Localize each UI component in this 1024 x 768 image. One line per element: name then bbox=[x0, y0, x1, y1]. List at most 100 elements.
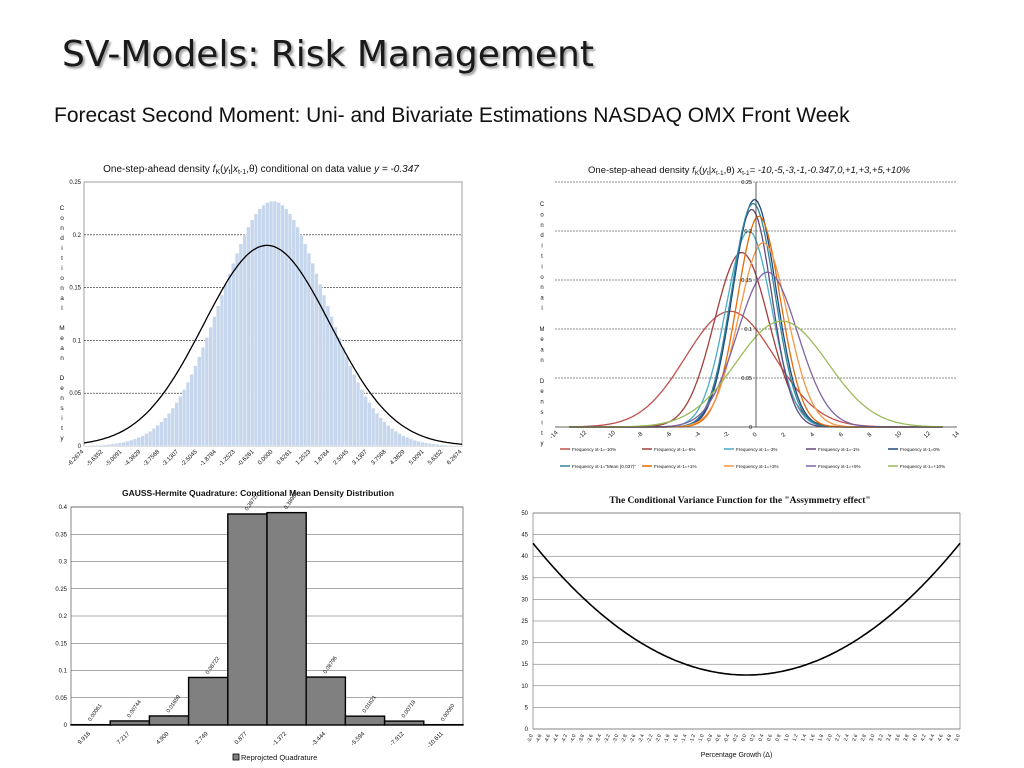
histogram-bar bbox=[405, 437, 410, 447]
histogram-bar bbox=[450, 445, 455, 447]
quadrature-bar bbox=[148, 715, 190, 726]
x-tick-label: 8 bbox=[867, 432, 874, 439]
ylabel-char: n bbox=[540, 358, 543, 364]
legend-label: Frequency xt-1=+10% bbox=[900, 464, 945, 469]
y-tick-label: 0.2 bbox=[73, 233, 82, 239]
x-tick-label: 2.6 bbox=[851, 733, 859, 742]
x-tick-label: -6 bbox=[665, 431, 673, 439]
x-tick-label: 9.916 bbox=[77, 731, 92, 746]
histogram-bar bbox=[352, 374, 357, 447]
ylabel-char: i bbox=[541, 244, 542, 250]
x-tick-label: -1.4 bbox=[680, 733, 689, 743]
ylabel-char: y bbox=[60, 435, 64, 442]
ylabel-char: i bbox=[61, 245, 62, 252]
ylabel-char: i bbox=[541, 420, 542, 426]
histogram-bar bbox=[299, 234, 304, 447]
x-tick-label: 2.749 bbox=[195, 731, 210, 746]
x-tick-label: -3.6 bbox=[586, 733, 595, 743]
ylabel-char: o bbox=[540, 275, 544, 281]
x-tick-label: -3.444 bbox=[311, 731, 328, 748]
ylabel-char: a bbox=[540, 296, 544, 302]
slide-subtitle: Forecast Second Moment: Uni- and Bivaria… bbox=[54, 104, 850, 127]
histogram-bar bbox=[340, 347, 345, 447]
x-tick-label: -2.8 bbox=[620, 733, 629, 743]
histogram-bar bbox=[446, 445, 451, 447]
x-tick-label: 1.0 bbox=[783, 733, 791, 742]
ylabel-char: o bbox=[60, 215, 64, 222]
histogram-bar bbox=[91, 445, 96, 447]
histogram-bar bbox=[98, 444, 104, 447]
x-tick-label: -3.7568 bbox=[142, 449, 161, 468]
y-tick-label: 0.2 bbox=[744, 229, 752, 235]
y-tick-label: 0.25 bbox=[55, 587, 67, 593]
histogram-bar bbox=[412, 439, 417, 447]
x-tick-label: -7.912 bbox=[389, 731, 406, 748]
histogram-bar bbox=[121, 441, 126, 447]
histogram-bar bbox=[212, 316, 217, 447]
histogram-bar bbox=[178, 396, 183, 447]
histogram-bar bbox=[269, 200, 274, 447]
x-tick-label: 0.8 bbox=[775, 733, 783, 742]
legend-label: Frequency xt-1=0% bbox=[900, 447, 940, 452]
histogram-bar bbox=[408, 438, 414, 447]
y-tick-label: 45 bbox=[521, 533, 528, 539]
x-tick-label: 0.0000 bbox=[257, 449, 275, 467]
histogram-bar bbox=[129, 439, 134, 447]
ylabel-char: e bbox=[60, 385, 64, 392]
histogram-bar bbox=[359, 389, 364, 447]
histogram-bar bbox=[386, 425, 391, 447]
x-tick-label: -5.0 bbox=[526, 733, 535, 743]
histogram-bar bbox=[114, 443, 119, 447]
histogram-bar bbox=[295, 226, 300, 447]
histogram-bar bbox=[348, 365, 353, 447]
ylabel-char: n bbox=[60, 355, 64, 362]
histogram-bar bbox=[144, 433, 149, 447]
histogram-bar bbox=[166, 412, 172, 447]
ylabel-char: s bbox=[541, 410, 544, 416]
y-tick-label: 0.25 bbox=[741, 180, 752, 186]
plot-area bbox=[532, 512, 961, 730]
ylabel-char: n bbox=[60, 285, 64, 292]
x-tick-label: -1.8784 bbox=[199, 449, 218, 468]
x-tick-label: 2.5045 bbox=[333, 449, 351, 467]
histogram-bar bbox=[435, 444, 440, 447]
histogram-bar bbox=[132, 438, 138, 447]
x-tick-label: 4.6 bbox=[937, 733, 945, 742]
x-tick-label: 4.900 bbox=[156, 731, 171, 746]
legend-swatch bbox=[232, 753, 240, 761]
x-tick-label: 12 bbox=[923, 430, 932, 439]
histogram-bar bbox=[325, 305, 330, 447]
x-tick-label: 5.0091 bbox=[408, 449, 426, 467]
legend-label: Frequency xt-1=-1% bbox=[818, 447, 860, 452]
histogram-bar bbox=[276, 202, 281, 447]
legend-label: Frequency xt-1=+1% bbox=[654, 464, 697, 469]
x-tick-label: -4.3829 bbox=[124, 449, 143, 468]
fitted-density-curve bbox=[83, 244, 463, 445]
quadrature-bar bbox=[344, 715, 386, 726]
data-label: 0.00718 bbox=[401, 699, 417, 719]
x-tick-label: -4 bbox=[694, 431, 702, 439]
ylabel-char: e bbox=[60, 335, 64, 342]
histogram-bar bbox=[193, 365, 198, 447]
x-tick-label: 5.6352 bbox=[427, 449, 445, 467]
ylabel-char: d bbox=[540, 233, 543, 239]
y-tick-label: 15 bbox=[521, 662, 528, 668]
x-tick-label: 2 bbox=[781, 432, 788, 439]
histogram-bar bbox=[185, 381, 191, 447]
histogram-bar bbox=[110, 443, 115, 447]
x-tick-label: -3.0 bbox=[612, 733, 621, 743]
histogram-bar bbox=[363, 396, 368, 447]
legend-label: Frequency xt-1="Mean (0.037)" bbox=[572, 464, 636, 469]
y-tick-label: 0.05 bbox=[55, 696, 67, 702]
ylabel-char: i bbox=[61, 415, 62, 422]
y-tick-label: 0.4 bbox=[59, 505, 68, 511]
histogram-bar bbox=[397, 433, 402, 447]
histogram-bar bbox=[106, 444, 111, 447]
histogram-bar bbox=[257, 208, 262, 447]
y-tick-label: 40 bbox=[521, 554, 528, 560]
legend-label: Frequency xt-1=-3% bbox=[736, 447, 778, 452]
x-tick-label: 1.2523 bbox=[295, 449, 313, 467]
data-label: 0.01659 bbox=[166, 694, 182, 714]
x-tick-label: -1.2 bbox=[689, 733, 698, 743]
x-tick-label: -5.6352 bbox=[86, 449, 105, 468]
